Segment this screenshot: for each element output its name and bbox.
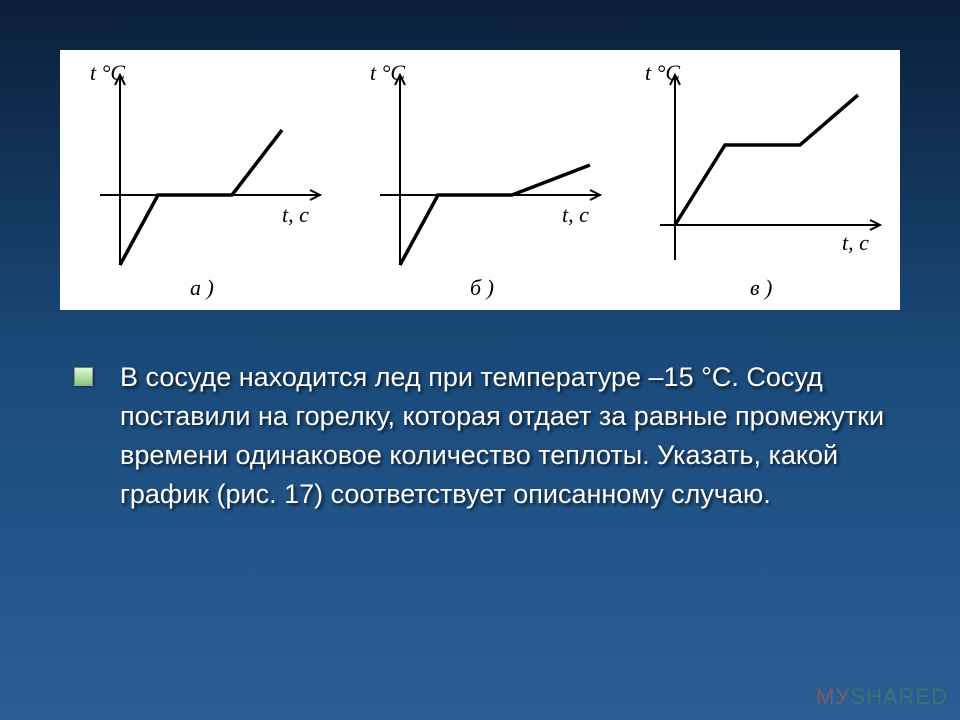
chart-svg-v: t °С t, с в ) — [620, 50, 900, 310]
panel-label-b: б ) — [470, 275, 494, 300]
panel-label-v: в ) — [750, 275, 772, 300]
x-axis-label: t, с — [562, 202, 589, 227]
y-axis-label: t °С — [370, 60, 405, 85]
y-axis-label: t °С — [645, 60, 680, 85]
slide: t °С t, с а ) t °С t, с б ) — [0, 0, 960, 720]
curve-a — [120, 130, 282, 265]
problem-text-block: В сосуде находится лед при температуре –… — [60, 358, 900, 515]
problem-text: В сосуде находится лед при температуре –… — [120, 362, 884, 509]
chart-panel-b: t °С t, с б ) — [340, 50, 620, 310]
chart-svg-b: t °С t, с б ) — [340, 50, 620, 310]
chart-panel-a: t °С t, с а ) — [60, 50, 340, 310]
x-axis-label: t, с — [282, 202, 309, 227]
chart-svg-a: t °С t, с а ) — [60, 50, 340, 310]
watermark: МУSHARED — [816, 684, 948, 710]
chart-strip: t °С t, с а ) t °С t, с б ) — [60, 50, 900, 310]
watermark-part2: SHARED — [850, 684, 948, 709]
curve-v — [675, 95, 858, 225]
bullet-icon — [74, 367, 93, 386]
x-axis-label: t, с — [842, 230, 869, 255]
panel-label-a: а ) — [190, 275, 214, 300]
y-axis-label: t °С — [90, 60, 125, 85]
chart-panel-v: t °С t, с в ) — [620, 50, 900, 310]
watermark-part1: МУ — [816, 684, 850, 709]
